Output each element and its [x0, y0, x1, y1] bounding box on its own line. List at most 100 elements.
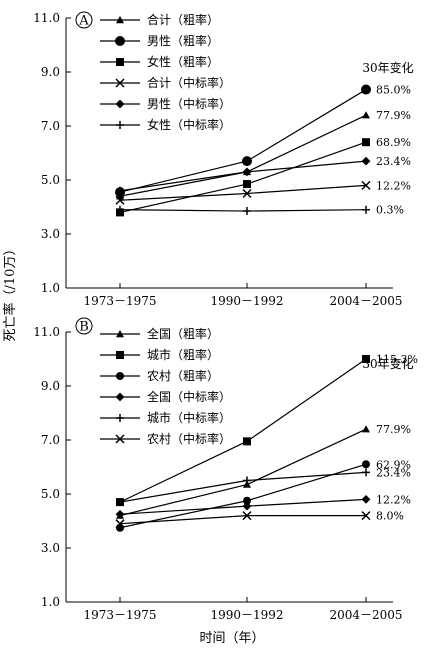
series-line — [119, 471, 367, 503]
data-point — [243, 437, 251, 446]
legend-label: 农村（粗率） — [147, 368, 219, 383]
x-tick-label: 2004－2005 — [329, 294, 402, 308]
legend-label: 农村（中标率） — [147, 431, 231, 446]
panel-letter-circle — [75, 317, 93, 335]
data-point — [116, 205, 124, 214]
legend-marker — [115, 78, 125, 88]
legend-label: 城市（中标率） — [147, 410, 231, 425]
x-tick-label: 1990－1992 — [210, 294, 283, 308]
change-label: 68.9% — [376, 136, 411, 149]
data-point — [361, 180, 371, 190]
data-point — [361, 511, 371, 521]
change-label: 85.0% — [376, 84, 411, 97]
x-tick-label: 1973－1975 — [83, 294, 156, 308]
change-label: 12.2% — [376, 179, 411, 192]
data-point — [115, 186, 125, 196]
legend-label: 女性（粗率） — [147, 54, 219, 69]
y-tick-label: 3.0 — [41, 541, 60, 555]
legend-marker — [116, 58, 124, 66]
legend-marker — [115, 99, 125, 109]
data-point — [242, 156, 252, 167]
legend-label: 男性（中标率） — [147, 96, 231, 111]
data-point — [243, 207, 251, 216]
y-tick-label: 9.0 — [41, 65, 60, 79]
y-tick-label: 1.0 — [41, 595, 60, 609]
legend-label: 城市（粗率） — [147, 347, 219, 362]
y-tick-label: 9.0 — [41, 379, 60, 393]
y-tick-label: 11.0 — [33, 325, 60, 339]
change-label: 0.3% — [376, 204, 404, 217]
x-tick-label: 1990－1992 — [210, 608, 283, 622]
data-point — [361, 84, 371, 95]
legend-marker — [115, 36, 125, 46]
y-tick-label: 7.0 — [41, 433, 60, 447]
series-3: 62.9% — [116, 458, 411, 532]
series-4: 12.2% — [115, 179, 411, 205]
y-tick-label: 7.0 — [41, 119, 60, 133]
legend-marker — [115, 434, 125, 444]
change-label: 62.9% — [376, 458, 411, 471]
series-6: 8.0% — [115, 510, 404, 529]
panel-letter: B — [79, 320, 89, 335]
series-3: 68.9% — [116, 136, 411, 217]
legend-label: 女性（中标率） — [147, 117, 231, 132]
y-tick-label: 1.0 — [41, 281, 60, 295]
legend-label: 合计（中标率） — [147, 75, 231, 90]
change-label: 23.4% — [376, 466, 411, 479]
legend-label: 全国（粗率） — [147, 326, 219, 341]
data-point — [362, 355, 370, 363]
panel-letter: A — [78, 14, 89, 29]
data-point — [362, 460, 370, 469]
y-tick-label: 5.0 — [41, 173, 60, 187]
series-2: 115.3% — [116, 353, 418, 507]
data-point — [243, 180, 251, 189]
series-line — [119, 141, 367, 213]
series-4: 12.2% — [115, 493, 411, 519]
data-point — [115, 519, 125, 529]
data-point — [115, 509, 125, 519]
change-label: 115.3% — [376, 353, 418, 366]
y-tick-label: 5.0 — [41, 487, 60, 501]
data-point — [243, 496, 251, 505]
legend-label: 合计（粗率） — [147, 12, 219, 27]
series-5: 23.4% — [115, 155, 411, 196]
series-5: 23.4% — [116, 466, 411, 507]
legend-label: 全国（中标率） — [147, 389, 231, 404]
data-point — [362, 468, 370, 477]
legend-marker — [116, 16, 124, 24]
panel-a: 1.0 3.0 5.0 7.0 9.0 11.0 1973－1975 1990－1992 200… — [33, 11, 413, 308]
data-point — [242, 511, 252, 521]
legend-marker — [115, 392, 125, 402]
data-point — [116, 523, 124, 532]
data-point — [242, 188, 252, 199]
y-tick-label: 3.0 — [41, 227, 60, 241]
data-point — [362, 138, 370, 147]
change-title: 30年变化 — [362, 356, 413, 371]
legend-label: 男性（粗率） — [147, 33, 219, 48]
data-point — [361, 156, 371, 166]
y-axis-label: 死亡率（/10万） — [2, 243, 18, 342]
data-point — [362, 425, 370, 433]
change-label: 23.4% — [376, 155, 411, 168]
legend-marker — [116, 372, 124, 380]
x-axis-label: 时间（年） — [199, 631, 264, 646]
series-6: 0.3% — [116, 204, 404, 217]
data-point — [243, 476, 251, 485]
data-point — [361, 495, 371, 504]
panel-b: 1.0 3.0 5.0 7.0 9.0 11.0 1973－1975 1990－1992 200… — [33, 317, 418, 622]
legend-marker — [116, 414, 124, 422]
panel-letter-circle — [75, 11, 93, 29]
data-point — [362, 205, 370, 214]
x-tick-label: 2004－2005 — [329, 608, 402, 622]
legend-marker — [116, 351, 124, 359]
data-point — [115, 195, 125, 205]
change-label: 77.9% — [376, 109, 411, 122]
change-title: 30年变化 — [362, 60, 413, 75]
change-label: 12.2% — [376, 493, 411, 506]
legend-marker — [116, 330, 124, 338]
y-tick-label: 11.0 — [33, 11, 60, 25]
change-label: 77.9% — [376, 423, 411, 436]
data-point — [242, 167, 252, 177]
data-point — [242, 501, 252, 511]
